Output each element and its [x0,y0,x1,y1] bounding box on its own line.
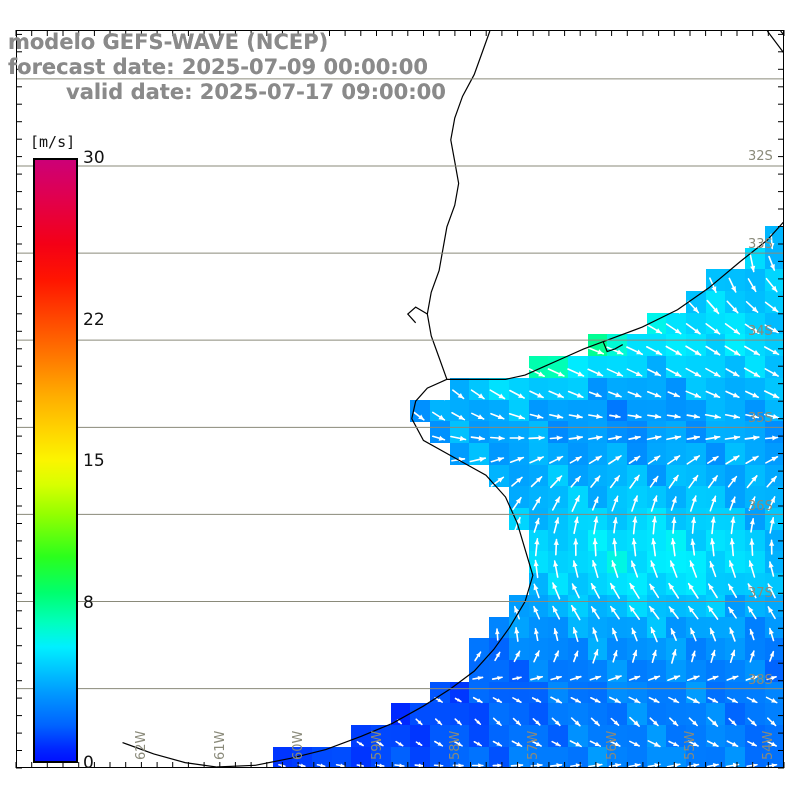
lon-label: 62W [134,730,150,760]
colorbar-tick-label: 30 [83,148,105,168]
wind-speed-raster [17,31,783,767]
lon-label: 57W [526,730,542,760]
lat-label: 35S [748,411,773,427]
lon-label: 54W [761,730,777,760]
lon-label: 56W [604,730,620,760]
colorbar-tick-label: 22 [83,310,105,331]
lat-label: 32S [748,149,773,165]
map-plot-area[interactable] [16,30,784,768]
lat-label: 38S [748,673,773,689]
colorbar[interactable] [33,158,78,763]
colorbar-unit-label: [m/s] [30,133,76,151]
lon-label: 60W [291,730,307,760]
lon-label: 59W [369,730,385,760]
lat-label: 34S [748,324,773,340]
lat-label: 37S [748,586,773,602]
colorbar-tick-label: 15 [83,450,105,471]
lon-label: 55W [683,730,699,760]
colorbar-gradient [33,158,78,763]
lon-label: 61W [212,730,228,760]
colorbar-tick-label: 8 [83,592,94,613]
lon-label: 58W [447,730,463,760]
colorbar-tick-label: 0 [83,753,94,773]
lat-label: 33S [748,236,773,252]
lat-label: 36S [748,498,773,514]
